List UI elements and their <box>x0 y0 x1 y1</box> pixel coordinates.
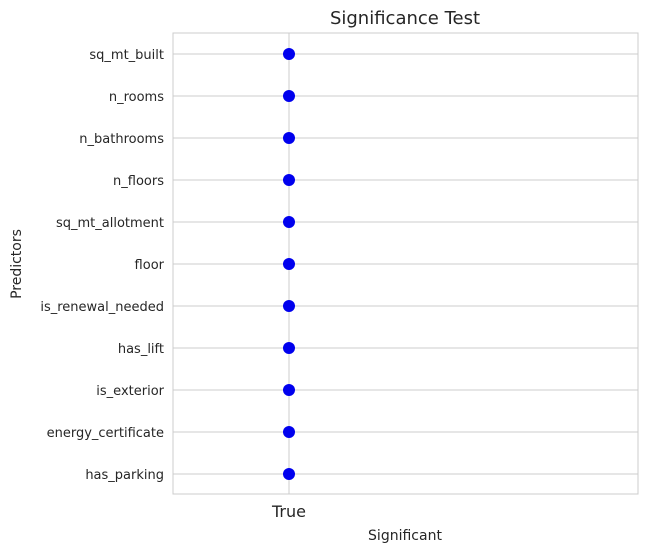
y-tick-label: has_parking <box>85 468 164 483</box>
data-point <box>283 342 295 354</box>
y-tick-label: is_exterior <box>96 384 164 399</box>
y-tick-label: n_bathrooms <box>79 132 164 147</box>
data-point <box>283 48 295 60</box>
data-point <box>283 384 295 396</box>
y-tick-label: is_renewal_needed <box>40 300 164 315</box>
data-point <box>283 216 295 228</box>
data-point <box>283 90 295 102</box>
data-point <box>283 426 295 438</box>
data-point <box>283 132 295 144</box>
y-axis-label: Predictors <box>9 229 25 299</box>
y-tick-label: n_rooms <box>109 90 164 105</box>
x-tick-label: True <box>271 502 306 521</box>
y-tick-label: energy_certificate <box>47 426 164 441</box>
plot-frame <box>172 32 639 495</box>
data-point <box>283 300 295 312</box>
x-axis-label: Significant <box>368 528 442 544</box>
y-tick-label: has_lift <box>118 342 164 357</box>
data-point <box>283 174 295 186</box>
y-tick-label: sq_mt_allotment <box>56 216 164 231</box>
y-tick-label: sq_mt_built <box>89 48 164 63</box>
y-tick-label: n_floors <box>113 174 164 189</box>
plot-area: sq_mt_built n_rooms n_bathrooms n_floors sq_… <box>40 32 639 521</box>
data-point <box>283 468 295 480</box>
chart-title: Significance Test <box>330 8 480 29</box>
data-point <box>283 258 295 270</box>
y-tick-label: floor <box>135 258 165 273</box>
